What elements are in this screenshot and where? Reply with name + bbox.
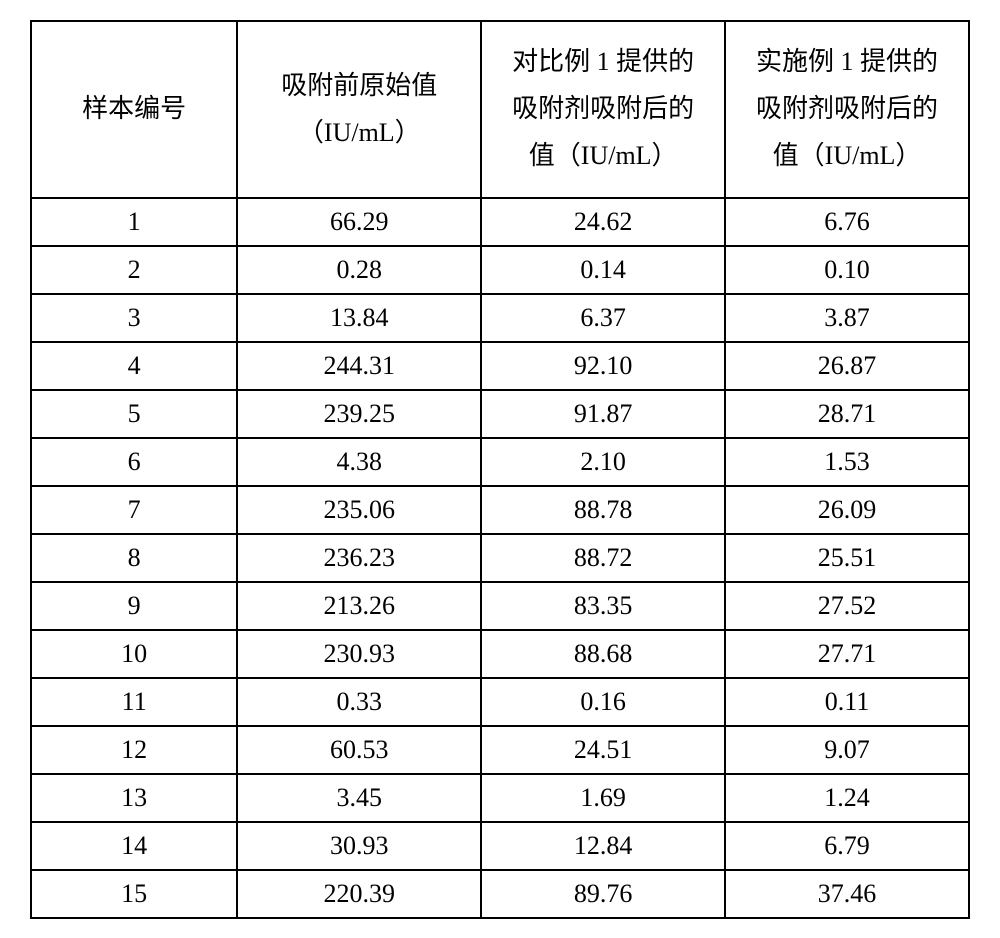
- table-cell: 1: [31, 198, 237, 246]
- table-body: 166.2924.626.7620.280.140.10313.846.373.…: [31, 198, 969, 918]
- table-cell: 13.84: [237, 294, 481, 342]
- table-header-row: 样本编号 吸附前原始值 （IU/mL） 对比例 1 提供的 吸附剂吸附后的 值（…: [31, 21, 969, 198]
- table-cell: 12: [31, 726, 237, 774]
- table-cell: 28.71: [725, 390, 969, 438]
- table-cell: 0.14: [481, 246, 725, 294]
- col-header-example: 实施例 1 提供的 吸附剂吸附后的 值（IU/mL）: [725, 21, 969, 198]
- table-cell: 25.51: [725, 534, 969, 582]
- header-line: （IU/mL）: [298, 118, 421, 147]
- header-line: 对比例 1 提供的: [512, 47, 694, 76]
- table-cell: 0.28: [237, 246, 481, 294]
- table-cell: 4.38: [237, 438, 481, 486]
- header-line: 值（IU/mL）: [529, 141, 678, 170]
- table-cell: 15: [31, 870, 237, 918]
- header-line: 值（IU/mL）: [773, 141, 922, 170]
- table-cell: 14: [31, 822, 237, 870]
- table-cell: 1.53: [725, 438, 969, 486]
- table-cell: 83.35: [481, 582, 725, 630]
- table-row: 166.2924.626.76: [31, 198, 969, 246]
- table-cell: 11: [31, 678, 237, 726]
- table-cell: 7: [31, 486, 237, 534]
- table-cell: 2.10: [481, 438, 725, 486]
- header-line: 吸附前原始值: [281, 71, 437, 100]
- table-cell: 6.76: [725, 198, 969, 246]
- table-cell: 6.37: [481, 294, 725, 342]
- table-cell: 3: [31, 294, 237, 342]
- table-cell: 213.26: [237, 582, 481, 630]
- table-cell: 24.62: [481, 198, 725, 246]
- table-row: 110.330.160.11: [31, 678, 969, 726]
- table-cell: 0.33: [237, 678, 481, 726]
- table-cell: 27.52: [725, 582, 969, 630]
- col-header-comparative: 对比例 1 提供的 吸附剂吸附后的 值（IU/mL）: [481, 21, 725, 198]
- table-cell: 91.87: [481, 390, 725, 438]
- table-cell: 3.45: [237, 774, 481, 822]
- table-cell: 12.84: [481, 822, 725, 870]
- table-cell: 220.39: [237, 870, 481, 918]
- table-cell: 37.46: [725, 870, 969, 918]
- table-cell: 9.07: [725, 726, 969, 774]
- header-line: 吸附剂吸附后的: [756, 94, 938, 123]
- table-cell: 13: [31, 774, 237, 822]
- table-cell: 88.78: [481, 486, 725, 534]
- table-cell: 60.53: [237, 726, 481, 774]
- table-cell: 92.10: [481, 342, 725, 390]
- table-cell: 88.72: [481, 534, 725, 582]
- header-line: 实施例 1 提供的: [756, 47, 938, 76]
- table-cell: 4: [31, 342, 237, 390]
- table-cell: 26.09: [725, 486, 969, 534]
- table-cell: 5: [31, 390, 237, 438]
- table-cell: 3.87: [725, 294, 969, 342]
- data-table: 样本编号 吸附前原始值 （IU/mL） 对比例 1 提供的 吸附剂吸附后的 值（…: [30, 20, 970, 919]
- table-cell: 10: [31, 630, 237, 678]
- table-cell: 1.24: [725, 774, 969, 822]
- table-cell: 8: [31, 534, 237, 582]
- table-row: 1430.9312.846.79: [31, 822, 969, 870]
- table-cell: 27.71: [725, 630, 969, 678]
- table-row: 133.451.691.24: [31, 774, 969, 822]
- table-cell: 88.68: [481, 630, 725, 678]
- table-cell: 6.79: [725, 822, 969, 870]
- table-cell: 89.76: [481, 870, 725, 918]
- table-row: 8236.2388.7225.51: [31, 534, 969, 582]
- table-row: 64.382.101.53: [31, 438, 969, 486]
- table-cell: 0.16: [481, 678, 725, 726]
- table-row: 313.846.373.87: [31, 294, 969, 342]
- col-header-sample: 样本编号: [31, 21, 237, 198]
- table-cell: 2: [31, 246, 237, 294]
- table-row: 20.280.140.10: [31, 246, 969, 294]
- table-cell: 66.29: [237, 198, 481, 246]
- table-row: 7235.0688.7826.09: [31, 486, 969, 534]
- header-line: 吸附剂吸附后的: [512, 94, 694, 123]
- header-line: 样本编号: [82, 94, 186, 123]
- table-row: 15220.3989.7637.46: [31, 870, 969, 918]
- table-cell: 0.10: [725, 246, 969, 294]
- table-row: 10230.9388.6827.71: [31, 630, 969, 678]
- table-cell: 1.69: [481, 774, 725, 822]
- table-cell: 236.23: [237, 534, 481, 582]
- table-cell: 239.25: [237, 390, 481, 438]
- table-row: 9213.2683.3527.52: [31, 582, 969, 630]
- col-header-original: 吸附前原始值 （IU/mL）: [237, 21, 481, 198]
- table-cell: 235.06: [237, 486, 481, 534]
- table-cell: 6: [31, 438, 237, 486]
- table-cell: 230.93: [237, 630, 481, 678]
- table-cell: 30.93: [237, 822, 481, 870]
- table-row: 1260.5324.519.07: [31, 726, 969, 774]
- table-row: 4244.3192.1026.87: [31, 342, 969, 390]
- table-cell: 26.87: [725, 342, 969, 390]
- table-cell: 9: [31, 582, 237, 630]
- table-cell: 244.31: [237, 342, 481, 390]
- table-row: 5239.2591.8728.71: [31, 390, 969, 438]
- table-cell: 0.11: [725, 678, 969, 726]
- table-cell: 24.51: [481, 726, 725, 774]
